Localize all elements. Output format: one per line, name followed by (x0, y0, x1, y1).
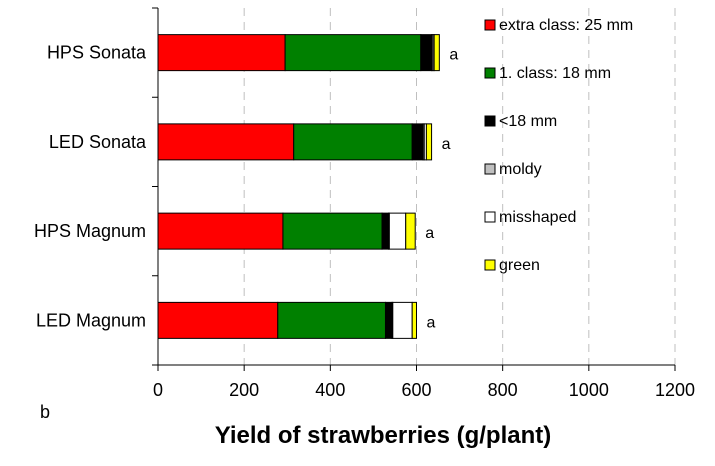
bar-segment (405, 212, 416, 250)
bar-segment (293, 123, 413, 161)
bar-segment (277, 301, 386, 339)
legend-swatch (484, 211, 496, 223)
bar-segment (381, 212, 389, 250)
bar-segment (157, 123, 295, 161)
x-tick-label: 800 (488, 380, 518, 400)
bars (157, 34, 440, 339)
legend-label: <18 mm (499, 113, 557, 130)
x-tick-label: 1200 (655, 380, 695, 400)
category-label: HPS Magnum (34, 221, 146, 241)
legend-label: green (499, 257, 540, 274)
bar-segment (157, 301, 279, 339)
bar-segment (411, 301, 418, 339)
x-tick-label: 200 (229, 380, 259, 400)
significance-letter: a (425, 225, 434, 242)
legend-swatch (484, 259, 496, 271)
legend-label: misshaped (499, 209, 576, 226)
bar-segment (384, 301, 393, 339)
bar-segment (157, 34, 286, 72)
legend-swatch (484, 19, 496, 31)
bar-segment (433, 34, 440, 72)
x-tick-label: 600 (401, 380, 431, 400)
bar-segment (411, 123, 424, 161)
legend-label: extra class: 25 mm (499, 17, 633, 34)
panel-label: b (40, 402, 50, 422)
category-label: LED Sonata (49, 132, 147, 152)
bar-segment (420, 34, 433, 72)
bar-segment (425, 123, 433, 161)
significance-letter: a (449, 47, 458, 64)
legend-swatch (484, 67, 496, 79)
bar-segment (388, 212, 407, 250)
axes (152, 7, 676, 371)
tick-labels: 0 200 400 600 800 1000 1200 (153, 380, 695, 400)
bar-segment (392, 301, 413, 339)
bar-segment (157, 212, 284, 250)
category-label: HPS Sonata (47, 43, 147, 63)
bar-segment (282, 212, 383, 250)
legend-swatch (484, 163, 496, 175)
x-tick-label: 0 (153, 380, 163, 400)
significance-letter: a (442, 136, 451, 153)
x-tick-label: 1000 (569, 380, 609, 400)
legend-label: 1. class: 18 mm (499, 65, 611, 82)
legend-label: moldy (499, 161, 542, 178)
legend-swatch (484, 115, 496, 127)
annotations: a a a a (425, 47, 458, 332)
bar-segment (284, 34, 422, 72)
category-labels: HPS Sonata LED Sonata HPS Magnum LED Magnum (34, 43, 147, 331)
legend: extra class: 25 mm 1. class: 18 mm <18 mm m… (484, 17, 633, 274)
significance-letter: a (427, 314, 436, 331)
x-axis-title: Yield of strawberries (g/plant) (215, 422, 552, 449)
x-tick-label: 400 (315, 380, 345, 400)
category-label: LED Magnum (36, 310, 146, 330)
